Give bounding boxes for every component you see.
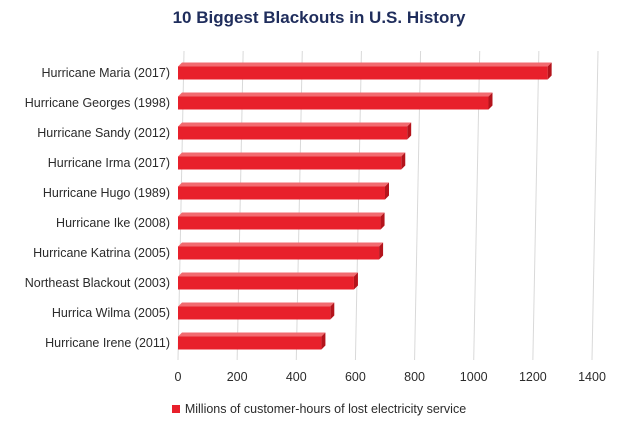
bar-side-face	[321, 332, 326, 350]
bar-top-face	[178, 242, 384, 247]
bar	[178, 212, 385, 230]
bar-front-face	[178, 96, 489, 110]
bar-side-face	[488, 92, 493, 110]
bar-top-face	[178, 122, 412, 127]
bar-top-face	[178, 62, 552, 67]
x-axis-ticks: 0 200 400 600 800 1000 1200 1400	[175, 370, 606, 384]
category-label: Hurricane Sandy (2012)	[37, 126, 170, 140]
bar	[178, 272, 358, 290]
category-label: Hurricane Irene (2011)	[45, 336, 170, 350]
gridline	[591, 50, 599, 361]
bar-front-face	[178, 66, 548, 80]
legend-label: Millions of customer-hours of lost elect…	[184, 402, 467, 416]
bar-top-face	[178, 272, 358, 277]
bar-front-face	[178, 156, 402, 170]
category-label: Hurricane Irma (2017)	[48, 156, 170, 170]
category-label: Hurrica Wilma (2005)	[52, 306, 170, 320]
bars	[178, 62, 552, 350]
category-label: Hurricane Georges (1998)	[25, 96, 170, 110]
bar	[178, 152, 406, 170]
category-label: Hurricane Hugo (1989)	[43, 186, 170, 200]
bar-side-face	[380, 212, 385, 230]
bar-side-face	[379, 242, 384, 260]
bar-side-face	[401, 152, 406, 170]
bar	[178, 182, 389, 200]
x-tick-label: 400	[286, 370, 307, 384]
bar-side-face	[385, 182, 389, 200]
bar-front-face	[178, 126, 408, 140]
x-tick-label: 800	[404, 370, 425, 384]
x-tick-label: 1000	[460, 370, 488, 384]
bar-front-face	[178, 306, 331, 320]
legend: Millions of customer-hours of lost elect…	[0, 402, 638, 416]
bar-top-face	[178, 92, 493, 97]
bar-top-face	[178, 212, 385, 217]
bar	[178, 332, 326, 350]
bar	[178, 242, 384, 260]
category-label: Northeast Blackout (2003)	[25, 276, 170, 290]
x-tick-label: 1200	[519, 370, 547, 384]
category-label: Hurricane Ike (2008)	[56, 216, 170, 230]
bar-top-face	[178, 182, 389, 187]
category-label: Hurricane Maria (2017)	[41, 66, 170, 80]
bar-top-face	[178, 302, 335, 307]
bar-front-face	[178, 246, 380, 260]
bar-side-face	[330, 302, 335, 320]
bar-side-face	[353, 272, 358, 290]
bar-front-face	[178, 216, 381, 230]
bar-top-face	[178, 332, 326, 337]
x-tick-label: 200	[227, 370, 248, 384]
bar	[178, 92, 493, 110]
category-labels: Hurricane Maria (2017) Hurricane Georges …	[25, 66, 170, 350]
bar	[178, 62, 552, 80]
bar-front-face	[178, 276, 354, 290]
bar	[178, 122, 412, 140]
x-tick-label: 1400	[578, 370, 606, 384]
bar-top-face	[178, 152, 406, 157]
category-label: Hurricane Katrina (2005)	[33, 246, 170, 260]
x-tick-label: 600	[345, 370, 366, 384]
bar	[178, 302, 335, 320]
bar-side-face	[407, 122, 412, 140]
x-tick-label: 0	[175, 370, 182, 384]
chart-title: 10 Biggest Blackouts in U.S. History	[172, 8, 466, 27]
bar-front-face	[178, 186, 385, 200]
bar-front-face	[178, 336, 322, 350]
gridline	[532, 50, 540, 361]
legend-swatch	[171, 405, 180, 413]
bar-side-face	[547, 62, 552, 80]
